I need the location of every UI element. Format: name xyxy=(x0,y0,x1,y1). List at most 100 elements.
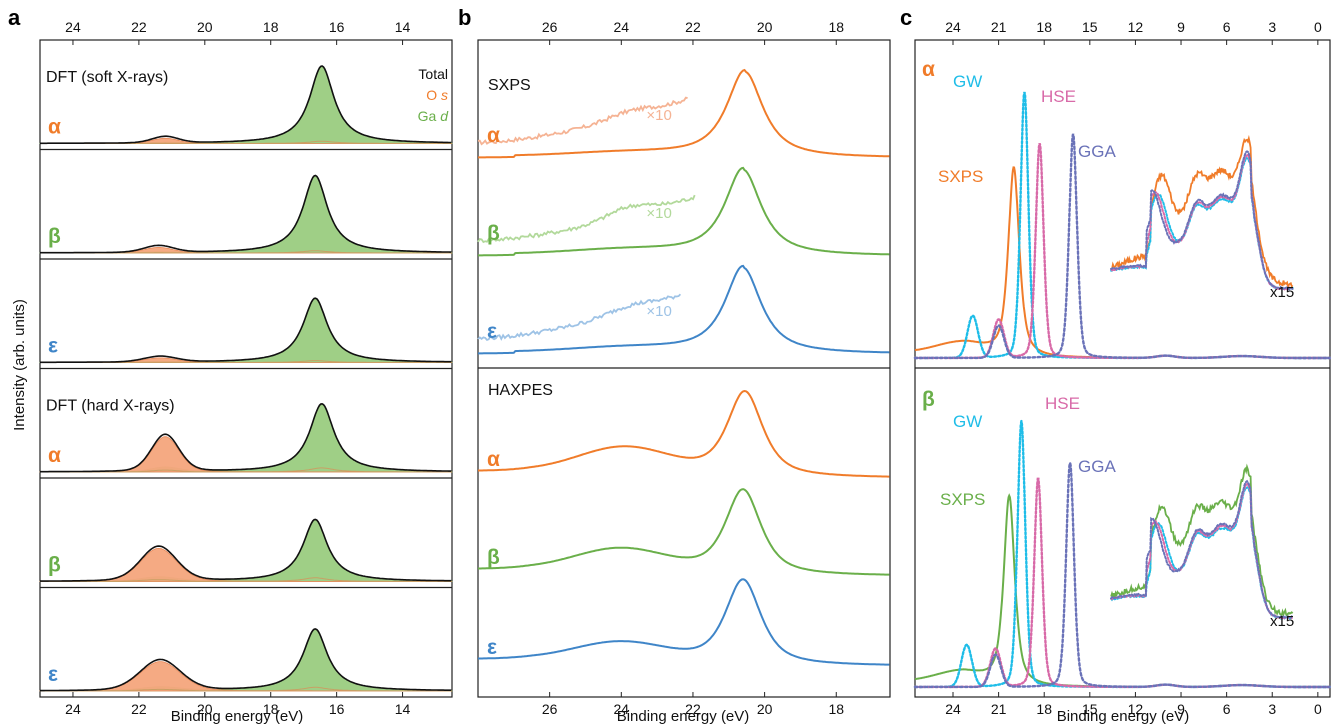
o-s-area-3 xyxy=(39,436,452,473)
total-line-2 xyxy=(40,297,452,364)
magnification-label-c-0: x15 xyxy=(1270,284,1294,301)
valence-band-x15-1-0 xyxy=(1110,463,1294,619)
x-top-tick-label-a-0: 24 xyxy=(65,19,81,35)
ga-d-area-5 xyxy=(39,629,453,692)
calc-line-1-hse xyxy=(913,477,1331,689)
section-title-haxpes: HAXPES xyxy=(488,382,553,399)
calc-line-0-gga xyxy=(913,133,1331,360)
x-top-tick-label-c-3: 15 xyxy=(1082,19,1098,35)
valence-band-x15-0-0 xyxy=(1110,134,1294,291)
phase-label-a-1: β xyxy=(48,225,61,248)
x-tick-label-c-7: 3 xyxy=(1268,701,1276,717)
magnification-label-b-0: ×10 xyxy=(646,107,671,124)
magnification-label-c-1: x15 xyxy=(1270,613,1294,630)
sxps-zoom-line-2 xyxy=(477,293,682,341)
x-top-tick-label-c-5: 9 xyxy=(1177,19,1185,35)
section-title-soft: DFT (soft X-rays) xyxy=(46,69,168,86)
haxpes-line-2 xyxy=(478,578,890,666)
x-top-tick-label-b-3: 20 xyxy=(757,19,773,35)
calc-line-0-gw xyxy=(913,91,1331,360)
x-axis-label-c: Binding energy (eV) xyxy=(1057,708,1190,725)
phase-label-b-haxpes-0: α xyxy=(487,448,500,471)
phase-label-c-0: α xyxy=(922,58,935,81)
x-tick-label-a-0: 24 xyxy=(65,701,81,717)
x-tick-label-b-0: 26 xyxy=(542,701,558,717)
x-top-tick-label-c-7: 3 xyxy=(1268,19,1276,35)
phase-label-b-sxps-1: β xyxy=(487,222,500,245)
x-tick-label-a-4: 16 xyxy=(329,701,345,717)
phase-label-c-1: β xyxy=(922,388,935,411)
phase-label-b-sxps-0: α xyxy=(487,124,500,147)
panel-letter-c: c xyxy=(900,5,912,30)
series-label-0-gga: GGA xyxy=(1078,142,1116,161)
x-tick-label-c-1: 21 xyxy=(991,701,1007,717)
x-top-tick-label-b-2: 22 xyxy=(685,19,701,35)
phase-label-b-haxpes-2: ε xyxy=(487,636,497,659)
series-label-0-gw: GW xyxy=(953,72,982,91)
total-line-1 xyxy=(40,174,452,254)
series-label-0-sxps: SXPS xyxy=(938,167,983,186)
x-axis-label-b: Binding energy (eV) xyxy=(617,708,750,725)
series-label-1-hse: HSE xyxy=(1045,394,1080,413)
phase-label-a-0: α xyxy=(48,116,61,139)
x-tick-label-a-1: 22 xyxy=(131,701,147,717)
x-top-tick-label-b-0: 26 xyxy=(542,19,558,35)
x-axis-label-a: Binding energy (eV) xyxy=(171,708,304,725)
x-tick-label-a-5: 14 xyxy=(395,701,411,717)
x-top-tick-label-c-1: 21 xyxy=(991,19,1007,35)
sxps-line-0 xyxy=(478,68,890,159)
x-tick-label-a-2: 20 xyxy=(197,701,213,717)
panel-letter-a: a xyxy=(8,5,21,30)
x-top-tick-label-a-4: 16 xyxy=(329,19,345,35)
panel-letter-b: b xyxy=(458,5,471,30)
phase-label-b-haxpes-1: β xyxy=(487,546,500,569)
x-top-tick-label-c-0: 24 xyxy=(945,19,961,35)
ga-d-area-3 xyxy=(39,404,453,473)
series-label-1-sxps: SXPS xyxy=(940,490,985,509)
series-label-1-gw: GW xyxy=(953,412,982,431)
x-top-tick-label-a-5: 14 xyxy=(395,19,411,35)
sxps-zoom-line-0 xyxy=(477,96,688,146)
x-tick-label-c-8: 0 xyxy=(1314,701,1322,717)
x-tick-label-b-3: 20 xyxy=(757,701,773,717)
phase-label-a-3: α xyxy=(48,444,61,467)
phase-label-a-2: ε xyxy=(48,335,58,358)
valence-band-x15-0-3 xyxy=(1110,150,1294,292)
sxps-zoom-line-1 xyxy=(477,194,696,244)
sxps-line-2 xyxy=(478,264,890,355)
x-top-tick-label-c-4: 12 xyxy=(1128,19,1144,35)
o-s-area-5 xyxy=(39,661,452,692)
o-s-minor-line-5 xyxy=(40,686,452,692)
x-tick-label-c-3: 15 xyxy=(1082,701,1098,717)
ga-d-area-4 xyxy=(39,519,453,582)
section-title-hard: DFT (hard X-rays) xyxy=(46,398,175,415)
panel-a-dft-spectra: 24 22 20 18 16 14 24 22 20 18 16 14 α β ε α β ε DFT (soft … xyxy=(39,19,453,717)
total-line-0 xyxy=(40,65,452,145)
x-top-tick-label-c-8: 0 xyxy=(1314,19,1322,35)
total-line-4 xyxy=(40,518,452,582)
o-s-minor-line-4 xyxy=(40,577,452,582)
x-tick-label-c-5: 9 xyxy=(1177,701,1185,717)
phase-label-a-5: ε xyxy=(48,663,58,686)
x-top-tick-label-a-3: 18 xyxy=(263,19,279,35)
x-tick-label-c-2: 18 xyxy=(1036,701,1052,717)
ga-d-area-1 xyxy=(39,176,453,254)
haxpes-line-0 xyxy=(478,389,890,478)
x-tick-label-b-4: 18 xyxy=(828,701,844,717)
panel-b-measured-spectra: 26 24 22 20 18 26 24 22 20 18 ×10 α ×10 β ×10 ε α β ε SXPS H… xyxy=(477,19,891,717)
valence-band-x15-0-1 xyxy=(1110,156,1294,291)
calc-line-1-gga xyxy=(913,462,1331,689)
section-title-sxps: SXPS xyxy=(488,77,531,94)
legend-entry-0: Total xyxy=(418,66,448,82)
x-top-tick-label-c-2: 18 xyxy=(1036,19,1052,35)
valence-band-x15-1-3 xyxy=(1110,479,1294,619)
x-top-tick-label-a-1: 22 xyxy=(131,19,147,35)
phase-label-a-4: β xyxy=(48,554,61,577)
magnification-label-b-1: ×10 xyxy=(646,205,671,222)
calc-line-1-gw xyxy=(913,420,1331,689)
total-line-5 xyxy=(40,628,452,692)
haxpes-line-1 xyxy=(478,488,890,576)
legend-entry-2: Ga d xyxy=(418,108,450,124)
x-top-tick-label-c-6: 6 xyxy=(1223,19,1231,35)
magnification-label-b-2: ×10 xyxy=(646,303,671,320)
